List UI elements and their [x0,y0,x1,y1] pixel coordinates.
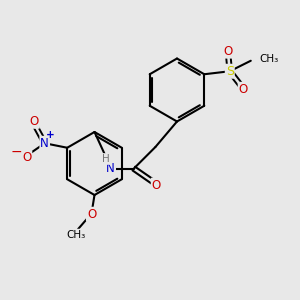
Text: O: O [30,115,39,128]
Text: O: O [152,178,161,192]
Text: O: O [224,45,233,58]
Text: −: − [11,145,22,159]
Text: S: S [226,65,234,78]
Text: CH₃: CH₃ [66,230,85,240]
Text: N: N [106,161,115,175]
Text: O: O [87,208,96,221]
Text: N: N [40,137,49,150]
Text: CH₃: CH₃ [259,54,278,64]
Text: +: + [45,130,54,140]
Text: O: O [239,83,248,96]
Text: H: H [102,154,110,164]
Text: O: O [22,151,31,164]
